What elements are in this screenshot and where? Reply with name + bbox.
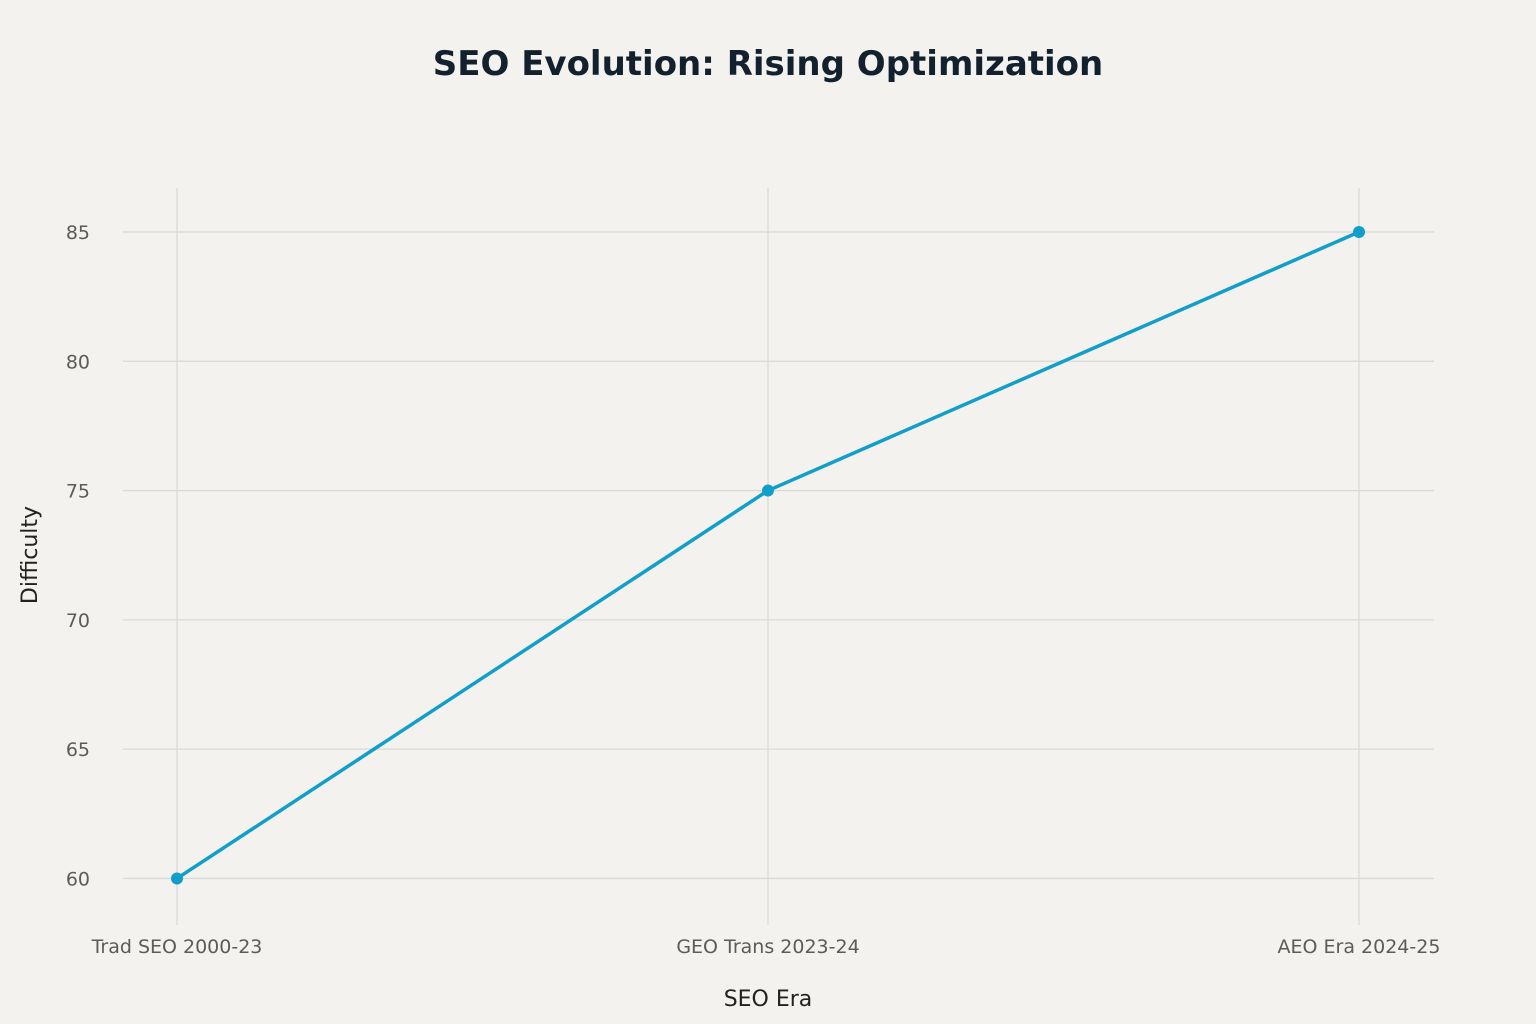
data-point[interactable] xyxy=(1353,225,1365,238)
y-tick-label: 80 xyxy=(66,351,90,373)
y-tick-label: 85 xyxy=(66,222,90,244)
y-axis-label: Difficulty xyxy=(18,506,43,604)
y-axis-ticks: 60 65 70 75 80 85 xyxy=(66,222,90,890)
x-axis-label: SEO Era xyxy=(724,987,813,1012)
x-tick-label: GEO Trans 2023-24 xyxy=(676,936,859,958)
y-tick-label: 75 xyxy=(66,481,90,503)
y-tick-label: 60 xyxy=(66,868,90,890)
series-layer xyxy=(171,225,1365,885)
x-tick-label: Trad SEO 2000-23 xyxy=(91,936,263,958)
y-tick-label: 65 xyxy=(66,739,90,761)
gridlines xyxy=(123,188,1434,925)
chart-title: SEO Evolution: Rising Optimization xyxy=(433,44,1104,84)
x-tick-label: AEO Era 2024-25 xyxy=(1278,936,1441,958)
x-axis-ticks: Trad SEO 2000-23 GEO Trans 2023-24 AEO Era… xyxy=(91,936,1441,958)
data-point[interactable] xyxy=(762,484,774,497)
y-tick-label: 70 xyxy=(66,610,90,632)
data-point[interactable] xyxy=(171,872,183,885)
